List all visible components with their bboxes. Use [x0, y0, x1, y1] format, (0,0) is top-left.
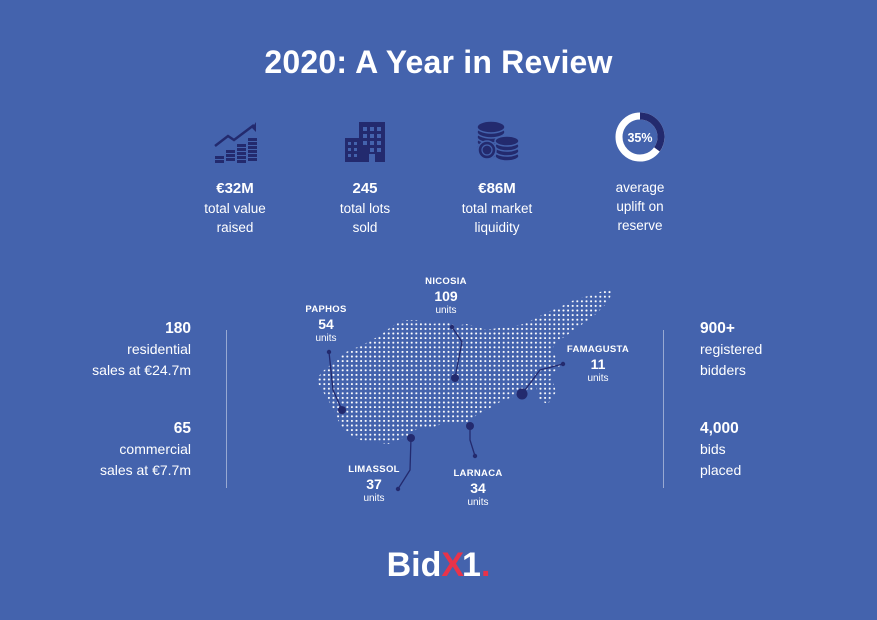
stat-label: uplift on	[616, 199, 664, 214]
stat-value: €32M	[216, 180, 254, 197]
stat-label: total market	[461, 201, 533, 216]
city-label-nicosia: NICOSIA 109 units	[401, 276, 491, 317]
stat-label: average	[615, 180, 665, 195]
stat-total-lots: 245 total lots sold	[290, 116, 440, 237]
ring-value: 35%	[627, 131, 652, 145]
commercial-sales-stat: 65 commercial sales at €7.7m	[100, 418, 191, 481]
registered-bidders-stat: 900+ registered bidders	[700, 318, 762, 381]
logo-text-bid: Bid	[386, 546, 442, 584]
stat-number: 4,000	[700, 420, 739, 437]
stat-number: 180	[165, 320, 191, 337]
cyprus-island-shape	[316, 288, 612, 444]
stat-average-uplift: 35% average uplift on reserve	[565, 112, 715, 235]
stat-text: bidders	[700, 362, 746, 378]
stat-label: total value	[204, 201, 266, 216]
stat-value: €86M	[478, 180, 516, 197]
city-unit: units	[587, 373, 609, 384]
bidx1-logo: Bid X 1 .	[0, 546, 877, 585]
stat-text: residential	[127, 341, 191, 357]
city-unit: units	[315, 333, 337, 344]
stat-market-liquidity: €86M total market liquidity	[422, 116, 572, 237]
stat-text: sales at €7.7m	[99, 462, 191, 478]
left-divider	[226, 330, 227, 488]
logo-text-one: 1	[462, 546, 481, 584]
stat-text: registered	[700, 341, 763, 357]
page-title: 2020: A Year in Review	[264, 44, 613, 80]
stat-value: 245	[352, 180, 378, 197]
city-count: 11	[590, 356, 606, 372]
logo-dot: .	[480, 546, 491, 584]
city-label-limassol: LIMASSOL 37 units	[329, 464, 419, 505]
city-label-famagusta: FAMAGUSTA 11 units	[553, 344, 643, 385]
progress-ring-icon: 35%	[565, 112, 715, 164]
stat-label: raised	[216, 220, 254, 235]
bids-placed-stat: 4,000 bids placed	[700, 418, 741, 481]
city-count: 109	[434, 288, 458, 304]
stat-label: total lots	[339, 201, 391, 216]
stat-text: bids	[700, 441, 726, 457]
city-count: 54	[318, 316, 334, 332]
building-icon	[290, 116, 440, 164]
city-label-paphos: PAPHOS 54 units	[281, 304, 371, 345]
stat-label: reserve	[617, 218, 663, 233]
logo-x-mark: X	[441, 546, 464, 584]
city-unit: units	[363, 493, 385, 504]
stat-text: placed	[700, 462, 742, 478]
city-count: 34	[470, 480, 486, 496]
stat-text: commercial	[119, 441, 191, 457]
stat-total-value: €32M total value raised	[160, 116, 310, 237]
stat-text: sales at €24.7m	[92, 362, 191, 378]
city-unit: units	[467, 497, 489, 508]
residential-sales-stat: 180 residential sales at €24.7m	[92, 318, 191, 381]
coins-stack-icon	[422, 116, 572, 164]
stat-label: sold	[352, 220, 378, 235]
city-unit: units	[435, 305, 457, 316]
city-label-larnaca: LARNACA 34 units	[433, 468, 523, 509]
stat-number: 65	[173, 420, 191, 437]
growth-chart-icon	[160, 116, 310, 164]
city-count: 37	[366, 476, 382, 492]
right-divider	[663, 330, 664, 488]
stat-number: 900+	[700, 320, 735, 337]
stat-label: liquidity	[474, 220, 520, 235]
